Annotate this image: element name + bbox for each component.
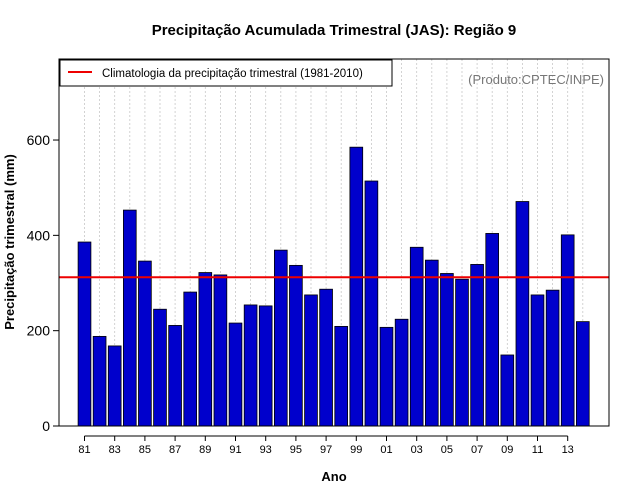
x-tick-label: 99 (350, 444, 362, 456)
y-tick-label: 200 (27, 323, 51, 339)
plot-frame (58, 58, 610, 427)
y-tick-label: 0 (42, 418, 50, 434)
legend: Climatologia da precipitação trimestral … (59, 59, 393, 87)
bar-89 (198, 272, 213, 427)
chart-title: Precipitação Acumulada Trimestral (JAS):… (152, 22, 517, 39)
bar-02 (394, 318, 409, 427)
bar-92 (243, 304, 258, 427)
bar-86 (153, 308, 167, 427)
x-tick-label: 87 (169, 444, 181, 456)
x-tick-label: 89 (199, 444, 211, 456)
x-tick-label: 85 (139, 444, 151, 456)
source-note: (Produto:CPTEC/INPE) (468, 72, 604, 87)
x-axis-label: Ano (321, 469, 346, 484)
bar-04 (424, 259, 439, 427)
bar-01 (379, 326, 394, 427)
y-tick-label: 400 (27, 227, 51, 243)
x-tick-label: 91 (229, 444, 241, 456)
bar-93 (258, 305, 273, 427)
bar-85 (138, 260, 152, 427)
bar-13 (560, 234, 575, 427)
bar-06 (455, 278, 469, 427)
x-axis: 81 83 85 87 89 91 93 95 97 99 01 03 05 07 09 11 13 (78, 435, 574, 456)
bar-91 (228, 322, 243, 427)
bar-07 (470, 264, 484, 427)
bar-83 (107, 345, 122, 427)
x-tick-label: 03 (411, 444, 423, 456)
bar-layer (77, 146, 590, 427)
bar-05 (440, 273, 454, 427)
bar-00 (364, 180, 379, 427)
x-tick-label: 01 (380, 444, 392, 456)
y-axis-label: Precipitação trimestral (mm) (2, 154, 17, 330)
x-tick-label: 95 (290, 444, 302, 456)
bar-98 (334, 325, 348, 427)
legend-label: Climatologia da precipitação trimestral … (102, 68, 363, 80)
bar-82 (92, 335, 107, 427)
bar-97 (319, 288, 333, 427)
bar-96 (304, 294, 318, 427)
y-axis: 0 200 400 600 (27, 132, 59, 434)
bar-08 (485, 233, 499, 427)
x-tick-label: 81 (78, 444, 90, 456)
x-tick-label: 07 (471, 444, 483, 456)
y-tick-label: 600 (27, 132, 51, 148)
bar-03 (409, 246, 424, 427)
x-tick-label: 97 (320, 444, 332, 456)
bar-09 (500, 354, 515, 427)
bar-10 (515, 201, 530, 427)
x-tick-label: 05 (441, 444, 453, 456)
x-tick-label: 11 (532, 444, 543, 456)
legend-box (59, 59, 393, 87)
x-tick-label: 83 (109, 444, 121, 456)
bar-84 (123, 209, 137, 427)
bar-90 (213, 274, 228, 427)
x-tick-label: 13 (562, 444, 574, 456)
bar-95 (289, 264, 303, 427)
bar-99 (349, 146, 364, 427)
bar-11 (530, 294, 545, 427)
bar-81 (77, 241, 92, 427)
x-tick-label: 93 (260, 444, 272, 456)
bar-88 (183, 291, 198, 427)
bar-12 (545, 289, 560, 427)
x-tick-label: 09 (501, 444, 513, 456)
bar-14 (576, 321, 590, 427)
bar-87 (168, 325, 182, 427)
